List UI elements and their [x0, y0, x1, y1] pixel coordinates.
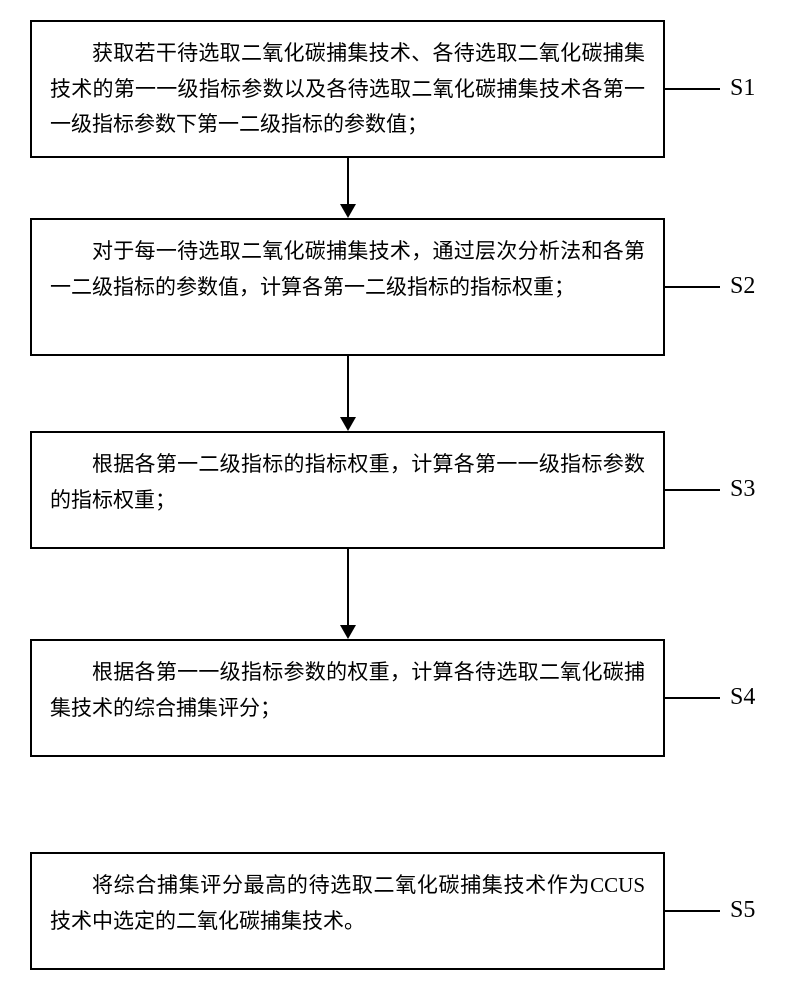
label-connector-s3	[665, 489, 720, 491]
label-connector-s1	[665, 88, 720, 90]
step-box-s4: 根据各第一一级指标参数的权重，计算各待选取二氧化碳捕集技术的综合捕集评分；	[30, 639, 665, 757]
arrow-line-s3	[347, 549, 349, 625]
arrow-head-s3	[340, 625, 356, 639]
label-connector-s2	[665, 286, 720, 288]
step-label-s4: S4	[730, 684, 755, 711]
arrow-line-s1	[347, 158, 349, 204]
step-box-s2: 对于每一待选取二氧化碳捕集技术，通过层次分析法和各第一二级指标的参数值，计算各第…	[30, 218, 665, 356]
step-label-s2: S2	[730, 273, 755, 300]
step-label-s3: S3	[730, 476, 755, 503]
step-label-s1: S1	[730, 75, 755, 102]
arrow-head-s1	[340, 204, 356, 218]
step-box-s5: 将综合捕集评分最高的待选取二氧化碳捕集技术作为CCUS技术中选定的二氧化碳捕集技…	[30, 852, 665, 970]
label-connector-s4	[665, 697, 720, 699]
label-connector-s5	[665, 910, 720, 912]
arrow-head-s2	[340, 417, 356, 431]
step-box-s1: 获取若干待选取二氧化碳捕集技术、各待选取二氧化碳捕集技术的第一一级指标参数以及各…	[30, 20, 665, 158]
step-box-s3: 根据各第一二级指标的指标权重，计算各第一一级指标参数的指标权重；	[30, 431, 665, 549]
flowchart-container: 获取若干待选取二氧化碳捕集技术、各待选取二氧化碳捕集技术的第一一级指标参数以及各…	[0, 0, 793, 1000]
arrow-line-s2	[347, 356, 349, 417]
step-label-s5: S5	[730, 897, 755, 924]
